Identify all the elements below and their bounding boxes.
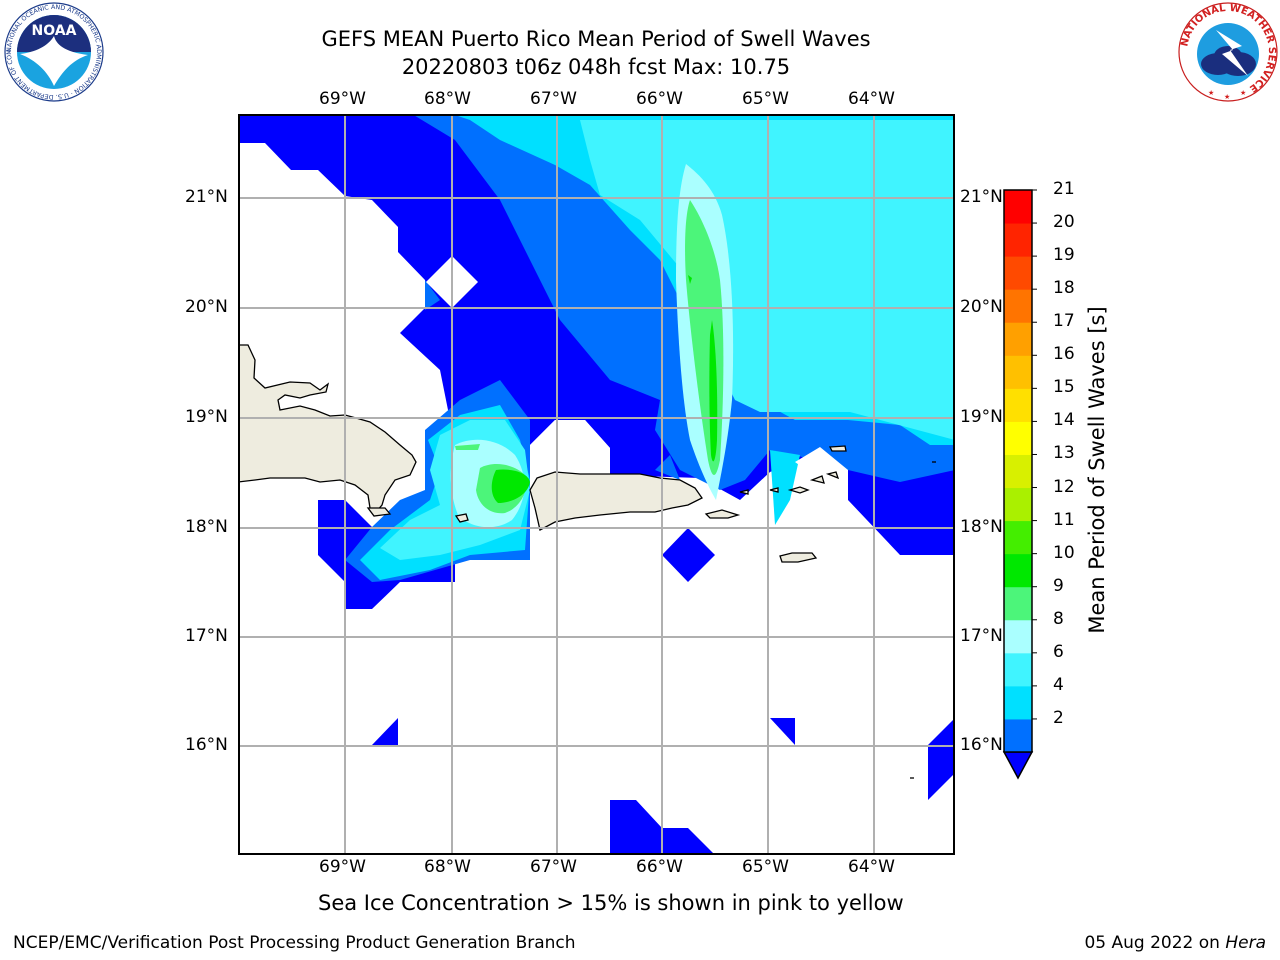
colorbar-tick-label: 18 (1053, 278, 1075, 299)
lon-label-top: 67°W (530, 89, 577, 109)
lat-label-left: 18°N (185, 517, 228, 537)
colorbar-frame (1003, 189, 1033, 753)
lon-label-bottom: 69°W (319, 857, 366, 877)
colorbar-tick-label: 16 (1053, 344, 1075, 365)
colorbar-tick-label: 21 (1053, 179, 1075, 199)
colorbar-tick-label: 14 (1053, 410, 1075, 431)
colorbar-swatch (1004, 454, 1032, 489)
lon-label-top: 68°W (424, 89, 471, 109)
colorbar-swatch (1004, 718, 1032, 753)
lon-label-bottom: 67°W (530, 857, 577, 877)
lon-label-top: 64°W (848, 89, 895, 109)
nws-logo: NATIONAL WEATHER SERVICE ★ ★ ★ (1178, 2, 1278, 102)
colorbar-swatch (1004, 388, 1032, 422)
chart-title: GEFS MEAN Puerto Rico Mean Period of Swe… (321, 27, 871, 51)
lon-label-bottom: 65°W (742, 857, 789, 877)
colorbar-tick-label: 15 (1053, 377, 1075, 398)
swell-period-map (238, 114, 955, 855)
colorbar-tick-label: 8 (1053, 608, 1064, 629)
map-gridlines (238, 114, 955, 855)
colorbar-swatch (1004, 652, 1032, 687)
colorbar-swatch (1004, 619, 1032, 654)
svg-text:★: ★ (1240, 89, 1246, 97)
colorbar-tick-label: 10 (1053, 542, 1075, 563)
lat-label-left: 21°N (185, 187, 228, 207)
footer-date: 05 Aug 2022 on Hera (1084, 933, 1266, 953)
svg-text:★: ★ (1224, 93, 1230, 101)
lat-label-right: 21°N (960, 187, 1003, 207)
colorbar-swatch (1004, 190, 1032, 224)
colorbar-extend-arrow (1002, 751, 1034, 780)
lon-label-bottom: 66°W (636, 857, 683, 877)
lon-label-bottom: 64°W (848, 857, 895, 877)
lat-label-left: 16°N (185, 735, 228, 755)
land (238, 344, 936, 779)
noaa-logo: NATIONAL OCEANIC AND ATMOSPHERIC ADMINIS… (4, 2, 104, 102)
lat-label-right: 18°N (960, 517, 1003, 537)
colorbar-tick-label: 11 (1053, 509, 1075, 530)
colorbar-swatch (1004, 223, 1032, 257)
colorbar-tick-label: 20 (1053, 212, 1075, 233)
colorbar-swatch (1004, 553, 1032, 588)
lat-label-right: 17°N (960, 626, 1003, 646)
colorbar-swatch (1004, 586, 1032, 621)
footer-date-text: 05 Aug 2022 on (1084, 933, 1226, 953)
chart-subtitle: 20220803 t06z 048h fcst Max: 10.75 (401, 55, 791, 79)
lat-label-right: 19°N (960, 407, 1003, 427)
lat-label-left: 19°N (185, 407, 228, 427)
sea-ice-note: Sea Ice Concentration > 15% is shown in … (318, 891, 904, 915)
lat-label-left: 20°N (185, 297, 228, 317)
colorbar-swatch (1004, 520, 1032, 555)
lon-label-top: 66°W (636, 89, 683, 109)
colorbar-tick-label: 4 (1053, 674, 1064, 695)
colorbar-tick-label: 13 (1053, 443, 1075, 464)
colorbar-swatch (1004, 289, 1032, 323)
lat-label-right: 20°N (960, 297, 1003, 317)
lon-label-top: 65°W (742, 89, 789, 109)
colorbar-tick-label: 19 (1053, 245, 1075, 266)
contour-band-10-11 (491, 275, 718, 503)
colorbar-swatch (1004, 487, 1032, 522)
lon-label-bottom: 68°W (424, 857, 471, 877)
footer-host: Hera (1225, 933, 1266, 953)
colorbar-swatch (1004, 421, 1032, 455)
colorbar-swatch (1004, 355, 1032, 389)
colorbar-tick-label: 12 (1053, 476, 1075, 497)
colorbar (998, 184, 1048, 784)
lat-label-right: 16°N (960, 735, 1003, 755)
colorbar-title: Mean Period of Swell Waves [s] (1085, 306, 1109, 634)
svg-text:★: ★ (1208, 89, 1214, 97)
colorbar-tick-label: 17 (1053, 311, 1075, 332)
svg-text:NOAA: NOAA (32, 23, 77, 39)
colorbar-swatch (1004, 685, 1032, 720)
lon-label-top: 69°W (319, 89, 366, 109)
colorbar-swatch (1004, 322, 1032, 356)
footer-branch: NCEP/EMC/Verification Post Processing Pr… (13, 933, 576, 953)
lat-label-left: 17°N (185, 626, 228, 646)
colorbar-tick-label: 6 (1053, 641, 1064, 662)
colorbar-tick-label: 2 (1053, 707, 1064, 728)
colorbar-tick-label: 9 (1053, 575, 1064, 596)
colorbar-swatch (1004, 256, 1032, 290)
